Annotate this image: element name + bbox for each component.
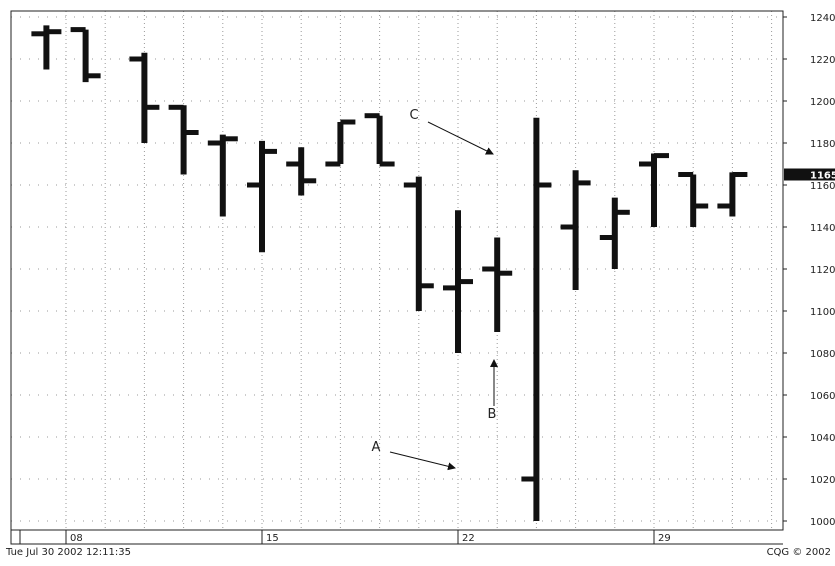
ohlc-bar [560,170,591,290]
y-tick-label: 1140 [810,223,835,234]
ohlc-bar [31,25,62,70]
ohlc-bar [70,27,101,83]
ohlc-bar [286,147,317,196]
plot-frame [10,10,784,531]
ohlc-bar [443,210,473,353]
frame-layer [10,10,784,545]
ohlc-bar [482,237,513,332]
ohlc-bar [403,176,434,311]
timestamp-text: Tue Jul 30 2002 12:11:35 [6,547,131,558]
y-tick-label: 1000 [810,517,835,528]
bars-layer [31,25,748,521]
annotation-c: C [409,108,494,155]
x-axis: 08 15 22 29 [65,530,671,544]
ohlc-bar [207,134,238,217]
y-tick-label: 1020 [810,475,835,486]
y-tick-label: 1120 [810,265,835,276]
x-tick-label: 22 [462,533,475,544]
annotation-b: B [488,359,498,422]
y-tick-label: 1220 [810,55,835,66]
x-tick-label: 08 [70,533,83,544]
annotation-label: A [372,440,381,455]
x-tick-label: 29 [658,533,671,544]
y-tick-label: 1100 [810,307,835,318]
ohlc-bar [639,153,669,227]
last-price-label: 1165 [810,171,835,182]
y-tick-label: 1080 [810,349,835,360]
ohlc-bar [521,117,552,521]
last-price-marker [784,168,835,181]
annotation-a: A [372,440,456,471]
y-tick-label: 1060 [810,391,835,402]
annotation-arrow [427,121,494,155]
y-axis: 1000 1020 1040 1060 1080 1100 1120 1140 1160 1180… [783,13,835,528]
ohlc-bar [247,140,277,253]
annotation-arrow [389,451,456,471]
grid-layer [11,11,783,530]
ohlc-bar [129,52,160,143]
annotation-label: C [409,108,418,123]
ohlc-bar [599,197,630,269]
y-tick-label: 1200 [810,97,835,108]
y-tick-label: 1040 [810,433,835,444]
ohlc-bar [168,104,199,175]
ohlc-bar [325,119,356,167]
y-tick-label: 1180 [810,139,835,150]
ohlc-bar [364,113,395,167]
y-tick-label: 1160 [810,181,835,192]
ohlc-bar [717,172,748,217]
y-tick-label: 1240 [810,13,835,24]
ohlc-bar [678,172,709,227]
x-tick-label: 15 [266,533,279,544]
annotation-label: B [488,407,497,422]
scroll-box [10,529,21,545]
copyright-text: CQG © 2002 [766,547,831,558]
annotation-layer: A B C [372,108,498,471]
